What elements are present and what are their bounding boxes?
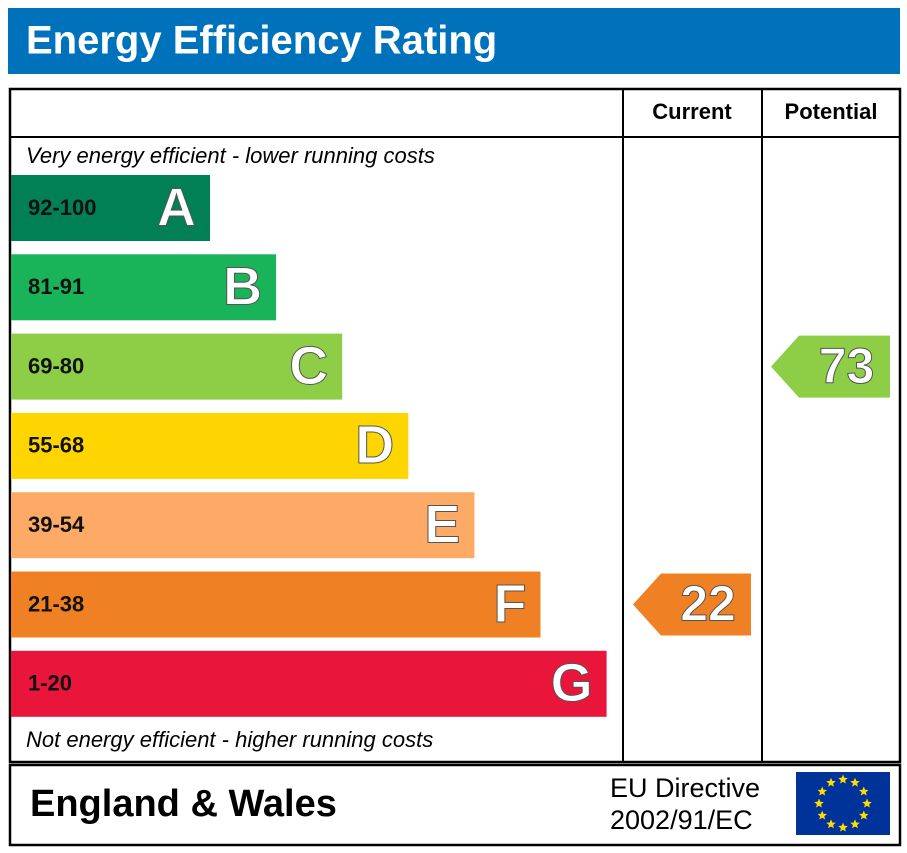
band-range: 1-20 bbox=[28, 671, 72, 696]
column-header: Current bbox=[652, 99, 732, 124]
region: England & Wales bbox=[30, 783, 337, 825]
rating-arrow bbox=[633, 573, 751, 636]
directive: EU Directive bbox=[610, 773, 760, 803]
title-bar bbox=[8, 8, 900, 74]
chart-title: Energy Efficiency Rating bbox=[26, 19, 497, 63]
eu-star bbox=[862, 798, 872, 808]
band-letter: D bbox=[355, 415, 394, 475]
eu-star bbox=[814, 798, 824, 808]
directive: 2002/91/EC bbox=[610, 805, 753, 835]
rating-value: 73 bbox=[819, 338, 875, 394]
band-letter: C bbox=[289, 336, 328, 396]
eu-star bbox=[838, 822, 848, 832]
eu-star bbox=[850, 777, 860, 787]
band-letter: E bbox=[424, 494, 460, 554]
footer-frame bbox=[8, 763, 902, 847]
band-letter: B bbox=[223, 257, 262, 317]
band-range: 92-100 bbox=[28, 195, 97, 220]
chart-frame bbox=[8, 87, 902, 764]
eu-star bbox=[838, 774, 848, 784]
band-letter: G bbox=[551, 653, 593, 713]
bottom-note: Not energy efficient - higher running co… bbox=[26, 727, 433, 752]
top-note: Very energy efficient - lower running co… bbox=[26, 143, 435, 168]
band-bar bbox=[11, 412, 409, 479]
band-range: 69-80 bbox=[28, 353, 84, 378]
rating-value: 22 bbox=[680, 576, 736, 632]
band-range: 81-91 bbox=[28, 274, 84, 299]
band-range: 55-68 bbox=[28, 433, 84, 458]
eu-star bbox=[850, 819, 860, 829]
band-bar bbox=[11, 571, 541, 638]
eu-star bbox=[826, 819, 836, 829]
band-letter: A bbox=[157, 177, 196, 237]
band-bar bbox=[11, 492, 475, 559]
eu-star bbox=[817, 786, 827, 796]
eu-star bbox=[817, 810, 827, 820]
band-range: 21-38 bbox=[28, 591, 84, 616]
eu-star bbox=[859, 810, 869, 820]
band-bar bbox=[11, 333, 343, 400]
band-range: 39-54 bbox=[28, 512, 85, 537]
band-letter: F bbox=[494, 574, 527, 634]
band-bar bbox=[11, 175, 210, 241]
eu-star bbox=[859, 786, 869, 796]
eu-star bbox=[826, 777, 836, 787]
band-bar bbox=[11, 254, 277, 321]
rating-arrow bbox=[771, 335, 890, 398]
column-header: Potential bbox=[785, 99, 878, 124]
eu-stars bbox=[814, 774, 872, 832]
band-bar bbox=[11, 650, 607, 717]
